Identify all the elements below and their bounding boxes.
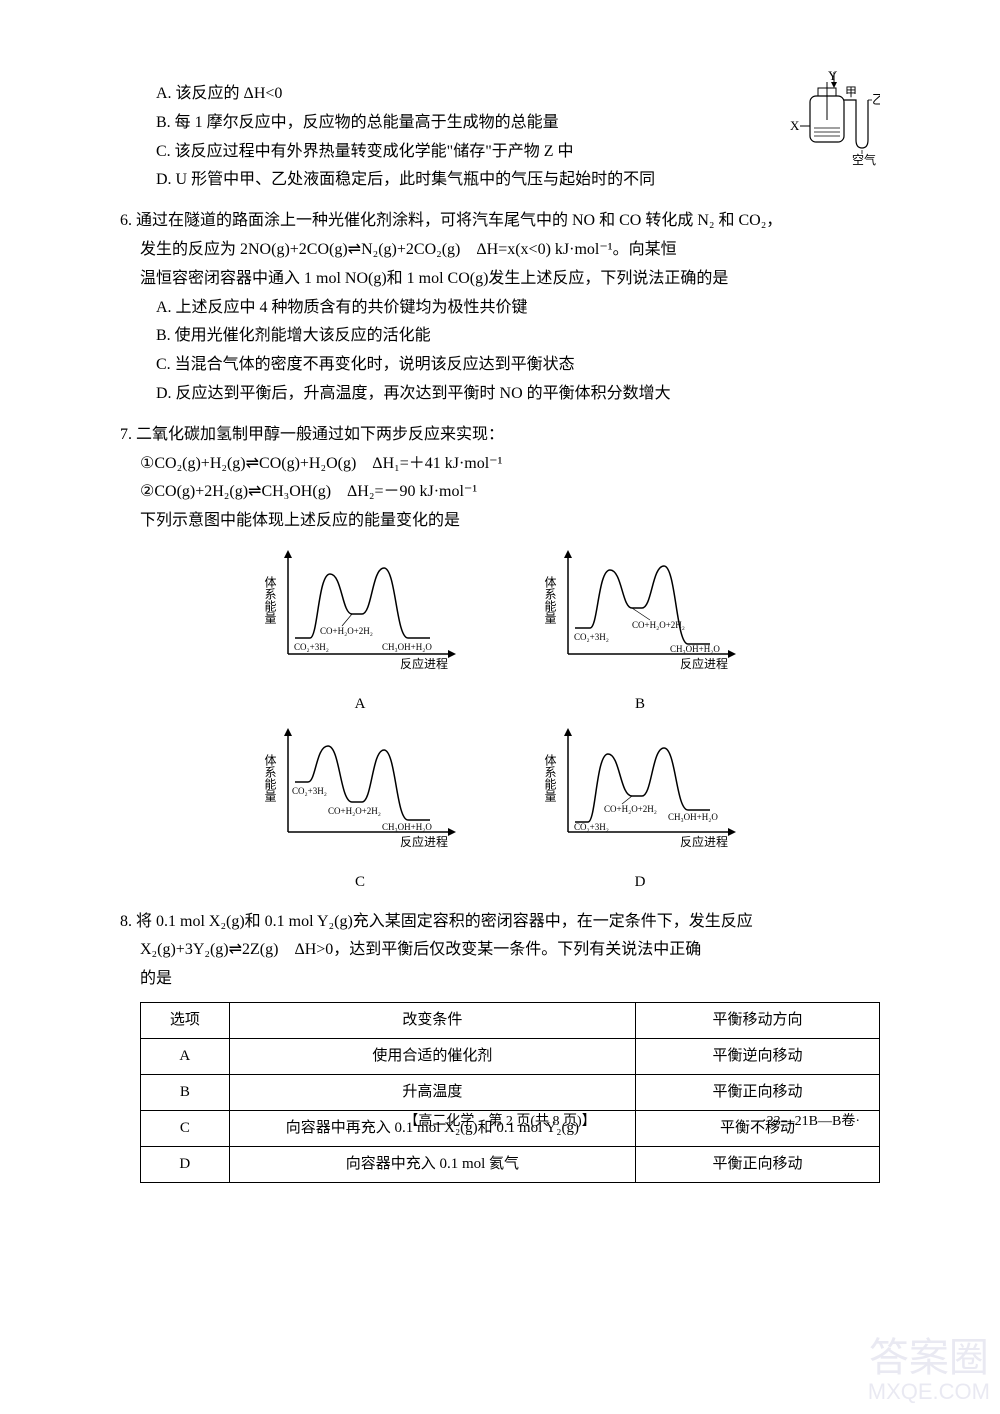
- q6-option-d: D. 反应达到平衡后，升高温度，再次达到平衡时 NO 的平衡体积分数增大: [156, 380, 880, 409]
- question-7: 7. 二氧化碳加氢制甲醇一般通过如下两步反应来实现： ①CO₂(g)+H₂(g)…: [120, 421, 880, 896]
- table-row: A 使用合适的催化剂 平衡逆向移动: [141, 1038, 880, 1074]
- svg-text:CO₂+3H₂: CO₂+3H₂: [294, 642, 329, 652]
- q7-text-2: 下列示意图中能体现上述反应的能量变化的是: [140, 507, 880, 536]
- q8-table: 选项 改变条件 平衡移动方向 A 使用合适的催化剂 平衡逆向移动 B 升高温度 …: [140, 1002, 880, 1183]
- th-direction: 平衡移动方向: [636, 1002, 880, 1038]
- watermark-line1: 答案圈: [868, 1336, 990, 1380]
- q5-option-d: D. U 形管中甲、乙处液面稳定后，此时集气瓶中的气压与起始时的不同: [156, 166, 880, 195]
- svg-text:CH₃OH+H₂O: CH₃OH+H₂O: [670, 644, 720, 654]
- chart-b-label: B: [540, 691, 740, 718]
- q6-option-b: B. 使用光催化剂能增大该反应的活化能: [156, 322, 880, 351]
- svg-text:反应进程: 反应进程: [680, 834, 728, 849]
- watermark: 答案圈 MXQE.COM: [868, 1336, 990, 1404]
- th-condition: 改变条件: [229, 1002, 635, 1038]
- y-axis-label: 体系能量: [263, 576, 277, 624]
- watermark-line2: MXQE.COM: [868, 1380, 990, 1404]
- table-header-row: 选项 改变条件 平衡移动方向: [141, 1002, 880, 1038]
- question-5-options: Y X 甲 乙 空气 A. 该反应的 ΔH<0: [120, 80, 880, 195]
- q7-charts: 体系能量 CO₂+3H₂ CO+H₂O+2H₂ CH₃OH+H₂O 反应进程 A: [120, 546, 880, 896]
- label-air: 空气: [852, 152, 876, 167]
- chart-a: 体系能量 CO₂+3H₂ CO+H₂O+2H₂ CH₃OH+H₂O 反应进程 A: [260, 546, 460, 718]
- svg-text:CO+H₂O+2H₂: CO+H₂O+2H₂: [328, 806, 381, 816]
- q5-apparatus-diagram: Y X 甲 乙 空气: [760, 70, 880, 170]
- svg-text:CO₂+3H₂: CO₂+3H₂: [574, 632, 609, 642]
- question-8: 8. 将 0.1 mol X₂(g)和 0.1 mol Y₂(g)充入某固定容积…: [120, 908, 880, 1183]
- chart-d: 体系能量 CO₂+3H₂ CO+H₂O+2H₂ CH₃OH+H₂O 反应进程 D: [540, 724, 740, 896]
- svg-text:反应进程: 反应进程: [680, 656, 728, 671]
- q8-text-3: 的是: [140, 965, 880, 994]
- q7-eq1: ①CO₂(g)+H₂(g)⇌CO(g)+H₂O(g) ΔH₁=＋41 kJ·mo…: [140, 450, 880, 479]
- chart-c-label: C: [260, 869, 460, 896]
- svg-text:反应进程: 反应进程: [400, 656, 448, 671]
- chart-c: 体系能量 CO₂+3H₂ CO+H₂O+2H₂ CH₃OH+H₂O 反应进程 C: [260, 724, 460, 896]
- label-jia: 甲: [845, 85, 857, 99]
- svg-text:体系能量: 体系能量: [543, 753, 557, 801]
- table-row: B 升高温度 平衡正向移动: [141, 1074, 880, 1110]
- question-6: 6. 通过在隧道的路面涂上一种光催化剂涂料，可将汽车尾气中的 NO 和 CO 转…: [120, 207, 880, 409]
- svg-text:CH₃OH+H₂O: CH₃OH+H₂O: [668, 812, 718, 822]
- svg-text:CH₃OH+H₂O: CH₃OH+H₂O: [382, 822, 432, 832]
- svg-text:CH₃OH+H₂O: CH₃OH+H₂O: [382, 642, 432, 652]
- chart-a-label: A: [260, 691, 460, 718]
- q7-text-1: 7. 二氧化碳加氢制甲醇一般通过如下两步反应来实现：: [140, 421, 880, 450]
- svg-text:CO+H₂O+2H₂: CO+H₂O+2H₂: [632, 620, 685, 630]
- svg-text:体系能量: 体系能量: [543, 576, 557, 624]
- svg-text:反应进程: 反应进程: [400, 834, 448, 849]
- svg-text:体系能量: 体系能量: [263, 753, 277, 801]
- label-x: X: [790, 118, 800, 133]
- table-row: D 向容器中充入 0.1 mol 氦气 平衡正向移动: [141, 1146, 880, 1182]
- q8-text-2: X₂(g)+3Y₂(g)⇌2Z(g) ΔH>0，达到平衡后仅改变某一条件。下列有…: [140, 936, 880, 965]
- chart-d-label: D: [540, 869, 740, 896]
- q8-text-1: 8. 将 0.1 mol X₂(g)和 0.1 mol Y₂(g)充入某固定容积…: [140, 908, 880, 937]
- q6-text-1: 6. 通过在隧道的路面涂上一种光催化剂涂料，可将汽车尾气中的 NO 和 CO 转…: [140, 207, 880, 236]
- svg-text:CO+H₂O+2H₂: CO+H₂O+2H₂: [320, 626, 373, 636]
- q7-eq2: ②CO(g)+2H₂(g)⇌CH₃OH(g) ΔH₂=－90 kJ·mol⁻¹: [140, 478, 880, 507]
- q6-text-2: 发生的反应为 2NO(g)+2CO(g)⇌N₂(g)+2CO₂(g) ΔH=x(…: [140, 236, 880, 265]
- svg-text:CO+H₂O+2H₂: CO+H₂O+2H₂: [604, 804, 657, 814]
- svg-text:CO₂+3H₂: CO₂+3H₂: [292, 786, 327, 796]
- label-y: Y: [828, 70, 838, 83]
- chart-b: 体系能量 CO₂+3H₂ CO+H₂O+2H₂ CH₃OH+H₂O 反应进程 B: [540, 546, 740, 718]
- page-footer-right: ·23—21B—B卷·: [762, 1109, 860, 1134]
- q6-option-a: A. 上述反应中 4 种物质含有的共价键均为极性共价键: [156, 294, 880, 323]
- q6-text-3: 温恒容密闭容器中通入 1 mol NO(g)和 1 mol CO(g)发生上述反…: [140, 265, 880, 294]
- label-yi: 乙: [872, 92, 880, 107]
- q6-option-c: C. 当混合气体的密度不再变化时，说明该反应达到平衡状态: [156, 351, 880, 380]
- svg-text:CO₂+3H₂: CO₂+3H₂: [574, 822, 609, 832]
- th-option: 选项: [141, 1002, 230, 1038]
